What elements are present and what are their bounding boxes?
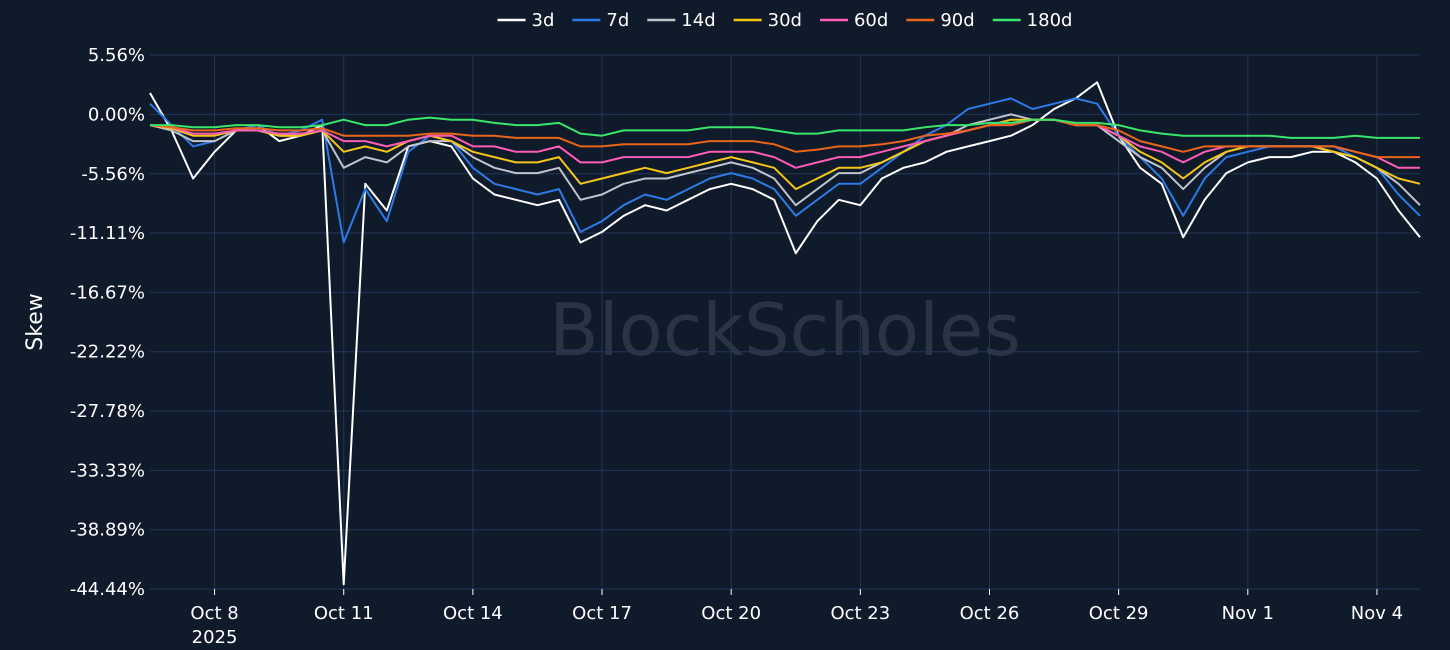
y-tick-label: 0.00% <box>88 104 145 125</box>
x-tick-label: Oct 23 <box>830 603 890 624</box>
x-tick-label: Oct 29 <box>1089 603 1149 624</box>
series-line-3d <box>149 81 1421 586</box>
y-tick-label: -5.56% <box>81 164 145 185</box>
x-tick-label: Nov 4 <box>1351 603 1403 624</box>
legend-label: 30d <box>768 10 802 31</box>
y-tick-label: -38.89% <box>70 520 145 541</box>
legend-item-7d[interactable]: 7d <box>572 10 629 31</box>
watermark: BlockScholes <box>549 288 1021 372</box>
grid <box>150 54 1420 590</box>
y-axis-title: Skew <box>23 293 48 350</box>
series-line-180d <box>150 116 1420 139</box>
series-line-30d <box>149 118 1421 191</box>
series-lines <box>149 81 1421 586</box>
x-tick-label: Nov 1 <box>1222 603 1274 624</box>
series-line-7d <box>149 97 1421 244</box>
y-tick-label: -22.22% <box>70 342 145 363</box>
x-tick-label: Oct 14 <box>443 603 503 624</box>
x-tick-label: Oct 17 <box>572 603 632 624</box>
legend-item-3d[interactable]: 3d <box>497 10 555 31</box>
legend-label: 14d <box>681 10 715 31</box>
series-line-60d <box>149 118 1420 169</box>
y-tick-label: -44.44% <box>70 579 145 600</box>
y-tick-label: -11.11% <box>70 223 145 244</box>
x-tick-label: Oct 26 <box>960 603 1020 624</box>
y-tick-label: -33.33% <box>70 460 145 481</box>
y-axis-ticks: 5.56% 0.00% -5.56% -11.11% -16.67% -22.22% -27… <box>70 45 145 600</box>
legend-label: 60d <box>854 10 888 31</box>
x-tick-label: Oct 8 <box>190 603 238 624</box>
y-tick-label: -27.78% <box>70 401 145 422</box>
y-tick-label: -16.67% <box>70 282 145 303</box>
x-tick-label: Oct 20 <box>701 603 761 624</box>
legend-item-30d[interactable]: 30d <box>733 10 802 31</box>
legend-item-14d[interactable]: 14d <box>647 10 716 31</box>
legend-item-60d[interactable]: 60d <box>819 10 888 31</box>
x-tick-sublabel: 2025 <box>192 627 238 648</box>
legend: 3d 7d 14d 30d 60d 90d 180d <box>497 10 1073 31</box>
series-line-14d <box>149 113 1421 207</box>
legend-label: 90d <box>940 10 974 31</box>
legend-label: 180d <box>1027 10 1073 31</box>
x-tick-label: Oct 11 <box>314 603 374 624</box>
series-line-90d <box>149 118 1420 159</box>
legend-item-180d[interactable]: 180d <box>992 10 1073 31</box>
legend-label: 7d <box>606 10 629 31</box>
legend-item-90d[interactable]: 90d <box>906 10 975 31</box>
legend-label: 3d <box>532 10 555 31</box>
y-tick-label: 5.56% <box>88 45 145 66</box>
x-axis-ticks: Oct 8 2025 Oct 11 Oct 14 Oct 17 Oct 20 Oct 23 O… <box>190 589 1403 648</box>
